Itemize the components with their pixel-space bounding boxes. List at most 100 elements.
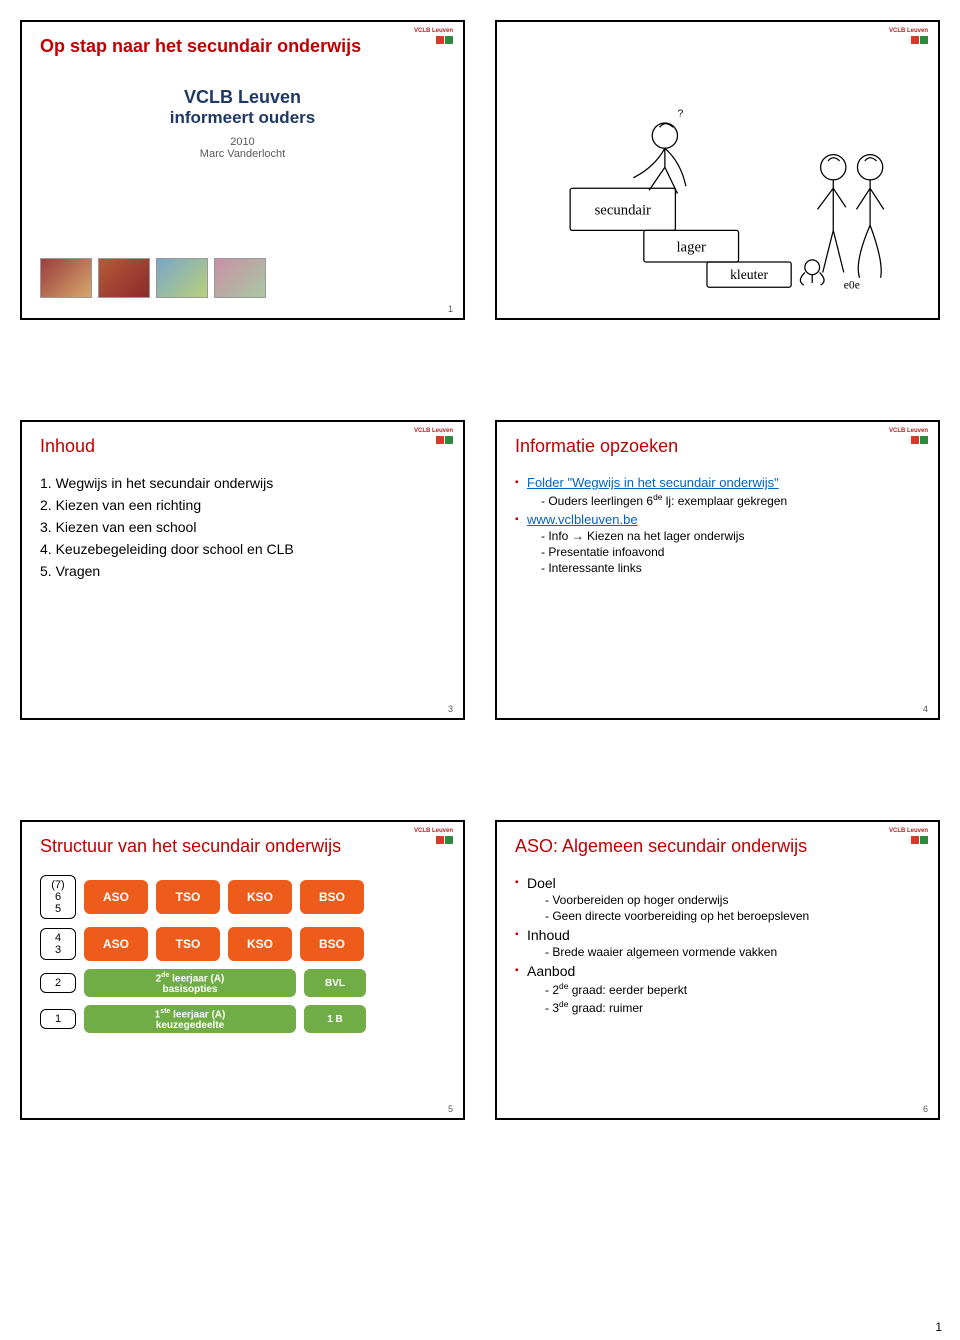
thumb [214,258,266,298]
section-title: Aanbod [527,963,575,979]
list-item: Inhoud Brede waaier algemeen vormende va… [515,927,920,959]
logo: VCLB Leuven [414,28,453,44]
footer-page-number: 1 [935,1320,942,1334]
logo-dot-red [911,436,919,444]
section-title: Inhoud [527,927,570,943]
slide1-title: Op stap naar het secundair onderwijs [40,36,445,57]
text: leerjaar (A) [170,1009,225,1020]
logo-text: VCLB Leuven [414,828,453,834]
list-item: 5. Vragen [40,563,445,579]
slide4-heading: Informatie opzoeken [515,436,920,457]
slide4-list: Folder "Wegwijs in het secundair onderwi… [515,475,920,575]
slide-1: VCLB Leuven Op stap naar het secundair o… [20,20,465,320]
logo-dot-red [911,36,919,44]
svg-text:e0e: e0e [844,278,860,291]
text: Ouders leerlingen 6 [548,494,653,508]
year-box: 2 [40,973,76,993]
sub-item: Info → Kiezen na het lager onderwijs [527,529,920,543]
logo-dot-red [436,436,444,444]
logo-dot-green [920,436,928,444]
slide6-num: 6 [923,1104,928,1114]
slide1-org: VCLB Leuven [40,87,445,108]
list-item: Doel Voorbereiden op hoger onderwijs Gee… [515,875,920,923]
slide4-num: 4 [923,704,928,714]
slide1-year: 2010 [40,136,445,148]
folder-link[interactable]: Folder "Wegwijs in het secundair onderwi… [527,475,779,490]
svg-text:lager: lager [676,239,706,255]
type-box-kso: KSO [228,927,292,961]
year-box: (7) 6 5 [40,875,76,919]
list-item: 2. Kiezen van een richting [40,497,445,513]
slide6-heading: ASO: Algemeen secundair onderwijs [515,836,920,857]
text: graad: eerder beperkt [568,983,687,997]
logo-dot-green [445,836,453,844]
sub-item: Presentatie infoavond [527,545,920,559]
year-box: 4 3 [40,928,76,960]
list-item: 1. Wegwijs in het secundair onderwijs [40,475,445,491]
type-box-kso: KSO [228,880,292,914]
logo-dot-red [436,836,444,844]
slide1-num: 1 [448,304,453,314]
slide6-list: Doel Voorbereiden op hoger onderwijs Gee… [515,875,920,1015]
logo-dot-green [920,836,928,844]
sub-item: 3de graad: ruimer [527,999,920,1015]
text: basisopties [162,984,217,995]
slide-4: VCLB Leuven Informatie opzoeken Folder "… [495,420,940,720]
slide2-illustration: kleuter lager secundair ? [507,62,928,315]
slide-2: VCLB Leuven kleuter lager secundair ? [495,20,940,320]
text: graad: ruimer [568,1001,643,1015]
slide-5: VCLB Leuven Structuur van het secundair … [20,820,465,1120]
sub-item: Voorbereiden op hoger onderwijs [527,893,920,907]
type-box-aso: ASO [84,880,148,914]
type-box-tso: TSO [156,880,220,914]
sub-item: Brede waaier algemeen vormende vakken [527,945,920,959]
sup: de [559,999,568,1009]
thumb [98,258,150,298]
slide-3: VCLB Leuven Inhoud 1. Wegwijs in het sec… [20,420,465,720]
logo: VCLB Leuven [414,428,453,444]
sub-item: Interessante links [527,561,920,575]
year-box: 1 [40,1009,76,1029]
logo: VCLB Leuven [889,428,928,444]
logo-dot-green [445,36,453,44]
svg-text:secundair: secundair [595,203,651,219]
svg-text:?: ? [677,108,683,120]
website-link[interactable]: www.vclbleuven.be [527,512,638,527]
logo-text: VCLB Leuven [414,428,453,434]
b1-box: 1 B [304,1005,366,1033]
logo-dot-green [445,436,453,444]
list-item: Aanbod 2de graad: eerder beperkt 3de gra… [515,963,920,1015]
sup: ste [160,1008,170,1015]
logo: VCLB Leuven [889,828,928,844]
list-item: Folder "Wegwijs in het secundair onderwi… [515,475,920,508]
a-stream-box: 2de leerjaar (A) basisopties [84,969,296,997]
list-item: 4. Keuzebegeleiding door school en CLB [40,541,445,557]
slide3-heading: Inhoud [40,436,445,457]
text: lj: exemplaar gekregen [662,494,787,508]
slide3-num: 3 [448,704,453,714]
sub-item: 2de graad: eerder beperkt [527,981,920,997]
logo-dot-green [920,36,928,44]
slide1-sub: informeert ouders [40,108,445,128]
list-item: www.vclbleuven.be Info → Kiezen na het l… [515,512,920,575]
a-stream-box: 1ste leerjaar (A) keuzegedeelte [84,1005,296,1033]
slide3-list: 1. Wegwijs in het secundair onderwijs 2.… [40,475,445,579]
bvl-box: BVL [304,969,366,997]
logo: VCLB Leuven [889,28,928,44]
logo-text: VCLB Leuven [889,828,928,834]
type-box-bso: BSO [300,927,364,961]
sup: de [653,492,662,502]
structure-diagram: (7) 6 5 ASO TSO KSO BSO 4 3 ASO TSO KSO … [40,875,445,1033]
slide5-num: 5 [448,1104,453,1114]
sub-item: Ouders leerlingen 6de lj: exemplaar gekr… [527,492,920,508]
logo-dot-red [911,836,919,844]
type-box-bso: BSO [300,880,364,914]
slide1-thumbs [40,258,266,298]
text: keuzegedeelte [156,1020,224,1031]
slide-6: VCLB Leuven ASO: Algemeen secundair onde… [495,820,940,1120]
text: leerjaar (A) [169,973,224,984]
sup: de [559,981,568,991]
logo-text: VCLB Leuven [889,428,928,434]
svg-text:kleuter: kleuter [730,267,768,282]
type-box-aso: ASO [84,927,148,961]
